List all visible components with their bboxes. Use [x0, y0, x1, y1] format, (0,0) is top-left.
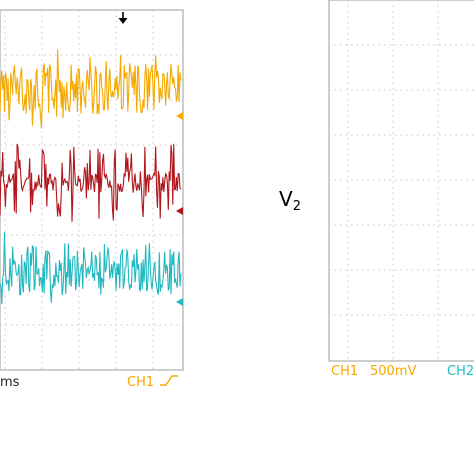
trigger-marker-icon [118, 12, 128, 24]
ch2-label: CH2 [447, 364, 474, 379]
timebase-fragment: ms [0, 375, 20, 390]
trigger-channel-label: CH1 [127, 375, 154, 390]
trace-1 [0, 49, 182, 129]
ch1-scale-label: 500mV [370, 364, 416, 379]
rising-edge-icon [160, 375, 178, 386]
right-scope-display [328, 0, 474, 362]
trace-2 [0, 143, 182, 222]
voltage-label: V2 [279, 187, 301, 214]
trace-3 [0, 232, 182, 305]
ch3-level-marker-icon [176, 298, 183, 306]
ch2-level-marker-icon [176, 207, 183, 215]
left-scope-traces [0, 49, 182, 305]
ch1-label: CH1 [331, 364, 358, 379]
ch1-level-marker-icon [176, 112, 183, 120]
left-scope-display [0, 9, 184, 371]
